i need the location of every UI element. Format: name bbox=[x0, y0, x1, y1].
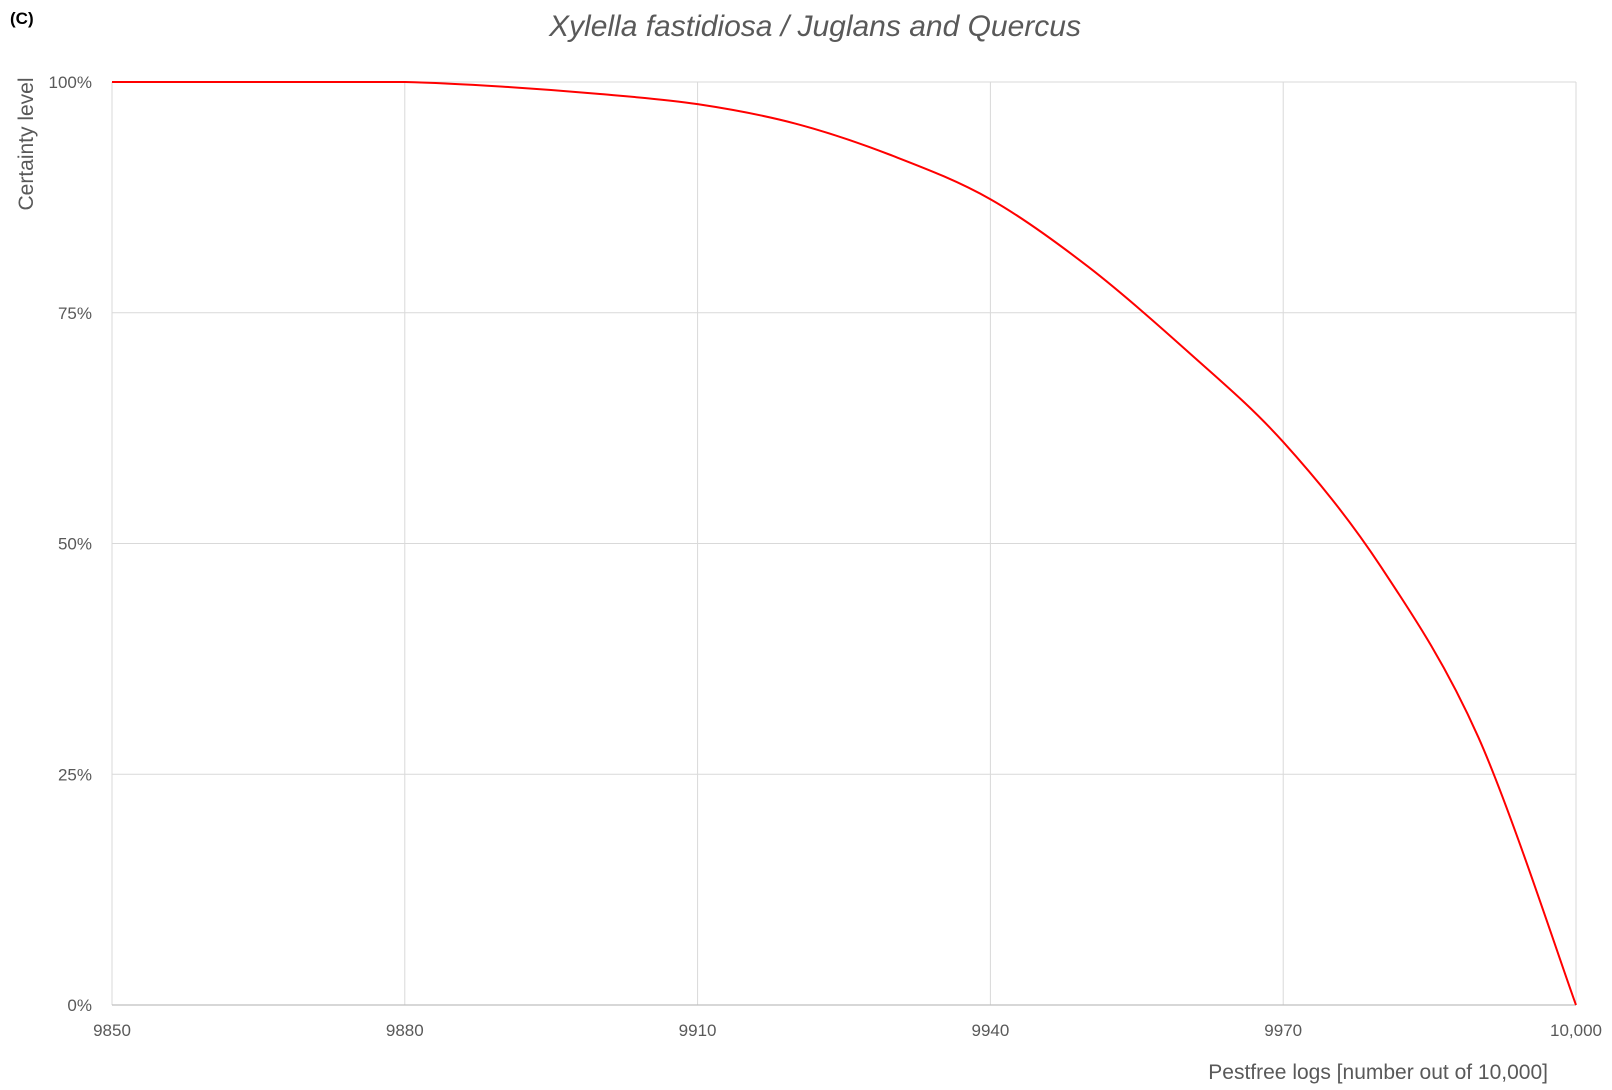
x-tick-label: 9880 bbox=[386, 1021, 424, 1040]
y-tick-label: 25% bbox=[58, 765, 92, 784]
y-axis-title: Certainty level bbox=[15, 77, 38, 210]
x-tick-label: 9850 bbox=[93, 1021, 131, 1040]
y-tick-label: 50% bbox=[58, 535, 92, 554]
x-tick-label: 10,000 bbox=[1550, 1021, 1602, 1040]
series-layer bbox=[112, 80, 1577, 1006]
chart-title: Xylella fastidiosa / Juglans and Quercus bbox=[548, 10, 1081, 43]
y-tick-label: 0% bbox=[67, 996, 92, 1015]
y-tick-label: 75% bbox=[58, 304, 92, 323]
x-tick-label: 9940 bbox=[971, 1021, 1009, 1040]
x-tick-label: 9910 bbox=[679, 1021, 717, 1040]
x-axis-title: Pestfree logs [number out of 10,000] bbox=[1208, 1061, 1548, 1084]
series-line bbox=[112, 80, 1577, 1006]
x-tick-label: 9970 bbox=[1264, 1021, 1302, 1040]
panel-label: (C) bbox=[10, 9, 34, 28]
axis-layer: 9850 9880 9910 9940 9970 10,000 0% 25% 50% 75% 100… bbox=[49, 73, 1602, 1040]
y-tick-label: 100% bbox=[49, 73, 92, 92]
grid-layer bbox=[111, 81, 1577, 1005]
